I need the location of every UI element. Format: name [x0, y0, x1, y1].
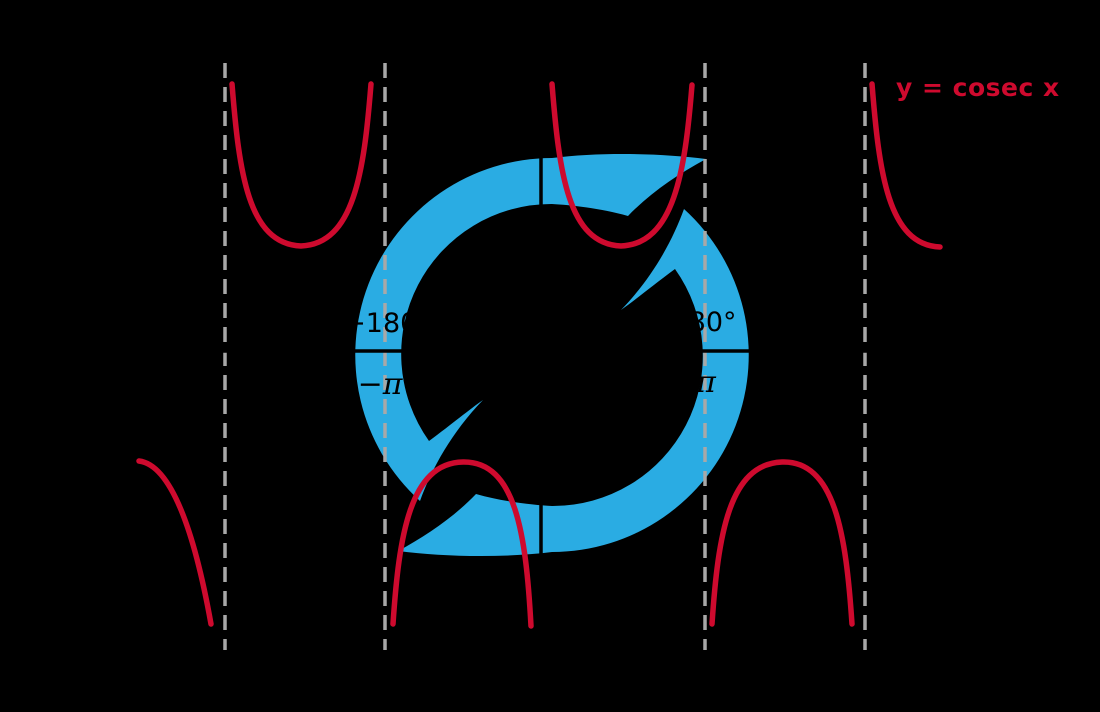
x-axis-label-rad-pi: π [695, 365, 717, 400]
x-axis-label-rad-negpi: −π [358, 367, 404, 402]
cosec-branch-min-450-partial [869, 81, 943, 250]
period-cycle-annotation [355, 153, 749, 557]
x-axis-labels: −180° 180° −π π [343, 307, 736, 402]
cosec-branch-min-neg270 [229, 81, 374, 249]
axes [60, 63, 1040, 650]
asymptotes [223, 63, 867, 650]
cycle-arrow-left-top [355, 153, 706, 502]
cosec-branch-max-left-partial [136, 458, 214, 627]
cosec-branch-max-270 [709, 459, 855, 627]
cosec-branch-min-90 [549, 81, 695, 249]
x-axis-label-deg-neg180: −180° [343, 308, 431, 339]
x-axis-label-deg-pos180: 180° [671, 307, 736, 338]
cycle-arrow-right-bottom [398, 209, 749, 557]
equation-label: y = cosec x [896, 73, 1060, 102]
cosec-curve [136, 81, 943, 629]
cosec-branch-max-neg90 [390, 459, 534, 629]
